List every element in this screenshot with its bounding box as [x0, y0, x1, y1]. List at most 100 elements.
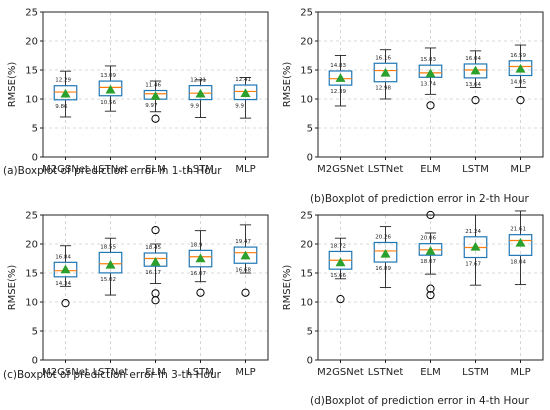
q1-value-label: 18.07 — [420, 259, 436, 265]
mean-marker — [380, 67, 391, 77]
mean-marker — [105, 84, 116, 94]
box-rect — [373, 241, 398, 263]
box-elm: 18.45 16.17 — [143, 225, 168, 305]
y-tick-label: 15 — [25, 269, 38, 280]
box-lstm: 18.9 16.07 — [188, 230, 213, 297]
box-lstnet: 20.26 16.89 — [373, 226, 398, 288]
mean-marker — [380, 248, 391, 258]
box-lstnet: 16.16 12.98 — [373, 49, 398, 100]
y-tick-label: 15 — [300, 269, 313, 280]
y-tick-label: 5 — [307, 124, 313, 135]
chart-panel-2: 0 5 10 15 20 25 RMSE(%) M2GSNet LSTNet ELM LSTM MLP… — [282, 8, 544, 205]
box-m2gsnet: 18.72 15.66 — [328, 237, 353, 304]
outlier-point — [426, 290, 435, 300]
box-m2gsnet: 16.84 14.34 — [53, 245, 78, 308]
q1-value-label: 9.97 — [145, 103, 158, 109]
x-tick-label: MLP — [235, 164, 255, 175]
q1-value-label: 13.74 — [420, 81, 436, 87]
box-rect — [508, 234, 533, 256]
q1-value-label: 9.86 — [55, 104, 68, 110]
mean-marker — [150, 91, 161, 100]
outlier-point — [516, 96, 525, 105]
x-tick-label: LSTNet — [368, 367, 404, 378]
box-rect — [373, 62, 398, 83]
y-tick-label: 5 — [307, 327, 313, 338]
y-tick-label: 10 — [25, 298, 38, 309]
x-tick-label: ELM — [145, 164, 166, 175]
box-mlp: 16.59 14.05 — [508, 44, 533, 105]
mean-marker — [335, 73, 346, 82]
q1-value-label: 16.89 — [375, 266, 391, 272]
y-tick-label: 0 — [32, 153, 38, 164]
box-rect — [53, 261, 78, 278]
x-tick-label: MLP — [510, 164, 530, 175]
mean-marker — [515, 237, 526, 247]
box-lstm: 12.31 9.9 — [188, 78, 213, 119]
outlier-point — [151, 296, 160, 305]
box-m2gsnet: 14.83 12.39 — [328, 55, 353, 107]
outlier-point — [241, 288, 250, 297]
x-tick-label: LSTM — [187, 367, 214, 378]
box-lstnet: 13.09 10.56 — [98, 65, 123, 112]
x-tick-label: M2GSNet — [317, 164, 364, 175]
q1-value-label: 14.05 — [510, 80, 526, 86]
box-rect — [233, 246, 258, 264]
q3-value-label: 20.06 — [420, 236, 436, 242]
y-axis-label: RMSE(%) — [7, 265, 18, 311]
box-rect — [143, 252, 168, 267]
q3-value-label: 18.72 — [330, 243, 346, 249]
outlier-point — [196, 288, 205, 297]
outlier-point — [61, 299, 70, 308]
q1-value-label: 12.39 — [330, 89, 346, 95]
y-tick-label: 0 — [32, 356, 38, 367]
outlier-point — [336, 295, 345, 304]
chart-caption: (d)Boxplot of prediction error in 4-th H… — [310, 395, 530, 407]
q1-value-label: 15.66 — [330, 273, 346, 279]
y-tick-label: 0 — [307, 153, 313, 164]
y-tick-label: 25 — [25, 8, 38, 19]
chart-panel-3: 0 5 10 15 20 25 RMSE(%) M2GSNet LSTNet ELM LSTM MLP… — [3, 211, 269, 381]
mean-marker — [240, 88, 251, 97]
q3-value-label: 21.61 — [510, 227, 526, 233]
chart-panel-1: 0 5 10 15 20 25 RMSE(%) M2GSNet LSTNet ELM LSTM MLP… — [3, 8, 269, 177]
q3-value-label: 19.47 — [235, 239, 251, 245]
chart-caption: (c)Boxplot of prediction error in 3-th H… — [3, 369, 222, 381]
y-tick-label: 5 — [32, 327, 38, 338]
box-mlp: 12.41 9.9 — [233, 77, 258, 119]
q1-value-label: 10.56 — [100, 100, 116, 106]
chart-caption: (a)Boxplot of prediction error in 1-th H… — [3, 165, 222, 177]
y-tick-label: 5 — [32, 124, 38, 135]
y-tick-label: 10 — [25, 95, 38, 106]
x-tick-label: LSTNet — [93, 164, 129, 175]
outlier-point — [426, 284, 435, 293]
box-rect — [233, 84, 258, 101]
x-tick-label: LSTM — [462, 367, 489, 378]
box-rect — [53, 85, 78, 101]
q3-value-label: 14.83 — [330, 63, 346, 69]
mean-marker — [470, 65, 481, 75]
x-tick-label: LSTM — [187, 164, 214, 175]
box-lstm: 21.24 17.67 — [463, 214, 488, 286]
x-tick-label: M2GSNet — [42, 367, 89, 378]
box-rect — [188, 85, 213, 101]
y-axis-label: RMSE(%) — [282, 265, 293, 311]
mean-marker — [425, 68, 436, 78]
q3-value-label: 16.59 — [510, 53, 526, 59]
mean-marker — [240, 250, 251, 260]
q3-value-label: 16.84 — [55, 254, 71, 260]
y-tick-label: 15 — [300, 66, 313, 77]
q1-value-label: 16.07 — [190, 271, 206, 277]
q3-value-label: 12.31 — [190, 78, 206, 84]
x-tick-label: LSTNet — [93, 367, 129, 378]
mean-marker — [150, 256, 161, 266]
x-tick-label: ELM — [420, 367, 441, 378]
y-tick-label: 20 — [25, 240, 38, 251]
q3-value-label: 18.45 — [145, 245, 161, 251]
y-axis-label: RMSE(%) — [282, 62, 293, 108]
mean-marker — [515, 63, 526, 73]
outlier-point — [426, 210, 435, 220]
y-tick-label: 25 — [300, 211, 313, 222]
box-rect — [418, 64, 443, 78]
box-mlp: 21.61 18.04 — [508, 210, 533, 286]
